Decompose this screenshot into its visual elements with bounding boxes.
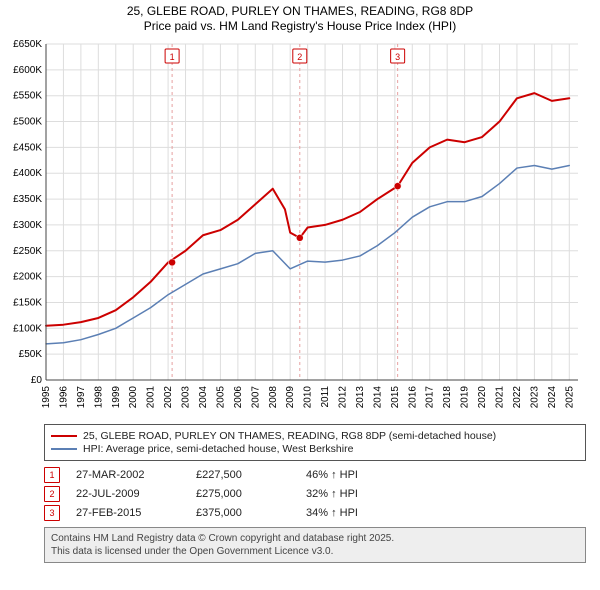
svg-text:2025: 2025: [564, 386, 575, 409]
legend-swatch: [51, 448, 77, 450]
line-chart-svg: £0 £50K £100K £150K £200K £250K £300K £350K £400…: [6, 38, 586, 418]
svg-text:£50K: £50K: [19, 349, 43, 360]
legend-swatch: [51, 435, 77, 437]
sale-marker-icon: 1: [44, 467, 60, 483]
sale-date: 22-JUL-2009: [76, 488, 196, 500]
svg-text:2005: 2005: [215, 386, 226, 409]
chart-title-block: 25, GLEBE ROAD, PURLEY ON THAMES, READIN…: [0, 0, 600, 34]
svg-text:£550K: £550K: [13, 91, 42, 102]
svg-text:1995: 1995: [41, 386, 52, 409]
sale-price: £275,000: [196, 488, 306, 500]
svg-text:2014: 2014: [372, 386, 383, 409]
svg-text:2015: 2015: [390, 386, 401, 409]
svg-text:2017: 2017: [425, 386, 436, 409]
svg-text:£200K: £200K: [13, 272, 42, 283]
svg-text:3: 3: [395, 52, 400, 62]
svg-text:2018: 2018: [442, 386, 453, 409]
svg-text:£100K: £100K: [13, 323, 42, 334]
attribution-line: Contains HM Land Registry data © Crown c…: [51, 532, 579, 545]
sale-price: £227,500: [196, 469, 306, 481]
svg-text:1998: 1998: [93, 386, 104, 409]
legend-item: HPI: Average price, semi-detached house,…: [51, 443, 579, 455]
legend-label: HPI: Average price, semi-detached house,…: [83, 443, 353, 455]
svg-text:2011: 2011: [320, 386, 331, 408]
svg-text:2007: 2007: [250, 386, 261, 409]
sale-row: 2 22-JUL-2009 £275,000 32% ↑ HPI: [44, 486, 586, 502]
svg-text:£500K: £500K: [13, 117, 42, 128]
svg-text:2006: 2006: [233, 386, 244, 409]
sale-hpi-delta: 46% ↑ HPI: [306, 469, 426, 481]
attribution-box: Contains HM Land Registry data © Crown c…: [44, 527, 586, 563]
svg-text:2001: 2001: [146, 386, 157, 409]
svg-text:£600K: £600K: [13, 65, 42, 76]
svg-text:2024: 2024: [547, 386, 558, 409]
svg-text:£450K: £450K: [13, 142, 42, 153]
svg-text:2013: 2013: [355, 386, 366, 409]
sale-marker-icon: 3: [44, 505, 60, 521]
svg-text:2023: 2023: [529, 386, 540, 409]
svg-text:£400K: £400K: [13, 168, 42, 179]
sale-date: 27-FEB-2015: [76, 507, 196, 519]
legend-label: 25, GLEBE ROAD, PURLEY ON THAMES, READIN…: [83, 430, 496, 442]
svg-text:2: 2: [297, 52, 302, 62]
attribution-line: This data is licensed under the Open Gov…: [51, 545, 579, 558]
svg-text:2009: 2009: [285, 386, 296, 409]
svg-text:2022: 2022: [512, 386, 523, 409]
svg-text:2000: 2000: [128, 386, 139, 409]
legend: 25, GLEBE ROAD, PURLEY ON THAMES, READIN…: [44, 424, 586, 461]
svg-text:2020: 2020: [477, 386, 488, 409]
sale-row: 3 27-FEB-2015 £375,000 34% ↑ HPI: [44, 505, 586, 521]
svg-text:2004: 2004: [198, 386, 209, 409]
svg-text:2002: 2002: [163, 386, 174, 409]
svg-text:1: 1: [170, 52, 175, 62]
sales-table: 1 27-MAR-2002 £227,500 46% ↑ HPI 2 22-JU…: [44, 467, 586, 521]
sale-hpi-delta: 34% ↑ HPI: [306, 507, 426, 519]
legend-item: 25, GLEBE ROAD, PURLEY ON THAMES, READIN…: [51, 430, 579, 442]
svg-text:£300K: £300K: [13, 220, 42, 231]
sale-row: 1 27-MAR-2002 £227,500 46% ↑ HPI: [44, 467, 586, 483]
svg-text:2021: 2021: [495, 386, 506, 409]
svg-text:£150K: £150K: [13, 297, 42, 308]
svg-text:2019: 2019: [460, 386, 471, 409]
svg-text:£0: £0: [31, 375, 43, 386]
svg-text:£650K: £650K: [13, 39, 42, 50]
title-line-1: 25, GLEBE ROAD, PURLEY ON THAMES, READIN…: [0, 4, 600, 19]
svg-text:£250K: £250K: [13, 246, 42, 257]
svg-text:2016: 2016: [407, 386, 418, 409]
sale-price: £375,000: [196, 507, 306, 519]
sale-hpi-delta: 32% ↑ HPI: [306, 488, 426, 500]
svg-text:1997: 1997: [76, 386, 87, 409]
sale-date: 27-MAR-2002: [76, 469, 196, 481]
svg-text:1996: 1996: [58, 386, 69, 409]
svg-text:£350K: £350K: [13, 194, 42, 205]
title-line-2: Price paid vs. HM Land Registry's House …: [0, 19, 600, 34]
svg-text:1999: 1999: [111, 386, 122, 409]
chart-area: £0 £50K £100K £150K £200K £250K £300K £350K £400…: [6, 38, 586, 418]
sale-marker-icon: 2: [44, 486, 60, 502]
svg-text:2008: 2008: [268, 386, 279, 409]
svg-text:2010: 2010: [303, 386, 314, 409]
svg-text:2012: 2012: [338, 386, 349, 409]
svg-text:2003: 2003: [181, 386, 192, 409]
